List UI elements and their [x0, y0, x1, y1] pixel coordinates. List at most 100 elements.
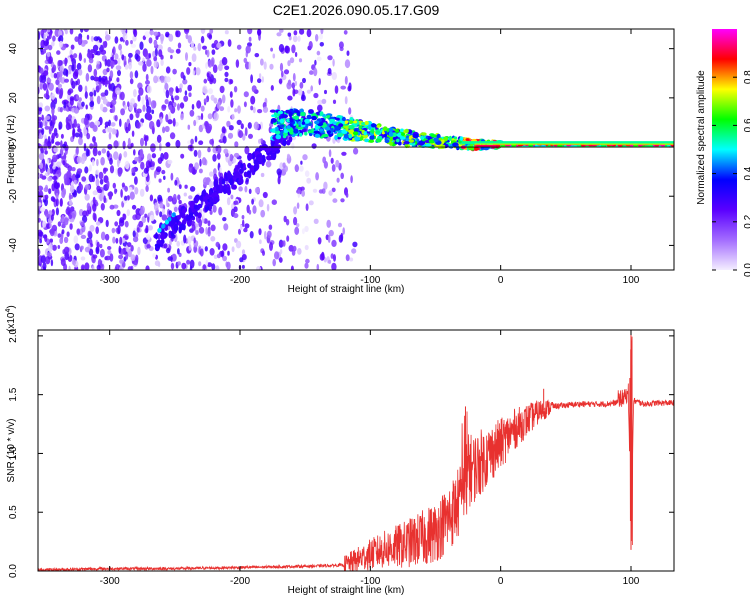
heatmap-cell — [135, 254, 139, 263]
heatmap-cell — [71, 167, 76, 172]
heatmap-cell — [222, 135, 227, 144]
heatmap-cell — [286, 139, 291, 146]
heatmap-cell — [600, 144, 606, 147]
heatmap-cell — [203, 218, 208, 224]
heatmap-cell — [215, 241, 220, 248]
heatmap-cell — [66, 231, 70, 237]
heatmap-cell — [174, 179, 178, 186]
heatmap-cell — [40, 147, 44, 153]
heatmap-cell — [141, 96, 145, 105]
heatmap-cell — [139, 208, 145, 216]
heatmap-cell — [348, 82, 352, 91]
heatmap-cell — [248, 209, 252, 215]
heatmap-cell — [319, 42, 324, 47]
heatmap-cell — [86, 52, 93, 59]
heatmap-cell — [80, 156, 86, 165]
heatmap-cell — [297, 248, 302, 255]
heatmap-cell — [248, 188, 252, 194]
heatmap-cell — [319, 128, 324, 132]
heatmap-cell — [235, 240, 242, 249]
heatmap-cell — [209, 209, 213, 215]
heatmap-cell — [248, 36, 252, 42]
heatmap-cell — [285, 218, 290, 226]
heatmap-cell — [57, 83, 63, 88]
heatmap-cell — [145, 80, 150, 85]
heatmap-cell — [147, 225, 153, 231]
heatmap-cell — [269, 242, 273, 251]
heatmap-cell — [205, 259, 209, 267]
x-tick-label: -300 — [100, 275, 120, 286]
heatmap-cell — [301, 190, 305, 197]
heatmap-cell — [253, 163, 259, 169]
heatmap-cell — [251, 85, 257, 93]
heatmap-cell — [112, 46, 116, 56]
heatmap-cell — [107, 127, 113, 133]
heatmap-cell — [109, 70, 114, 79]
heatmap-cell — [106, 67, 110, 73]
heatmap-cell — [52, 64, 57, 72]
heatmap-cell — [213, 179, 219, 188]
heatmap-cell — [138, 87, 144, 96]
heatmap-cell — [235, 59, 240, 68]
heatmap-cell — [247, 152, 253, 161]
heatmap-cell — [186, 259, 191, 265]
heatmap-cell — [318, 189, 324, 194]
heatmap-cell — [243, 101, 247, 108]
heatmap-cell — [300, 160, 303, 165]
heatmap-cell — [288, 244, 294, 252]
heatmap-cell — [79, 131, 83, 140]
heatmap-cell — [296, 202, 300, 209]
heatmap-cell — [291, 142, 295, 150]
heatmap-cell — [207, 220, 211, 227]
heatmap-cell — [187, 235, 192, 245]
heatmap-cell — [314, 133, 321, 138]
heatmap-cell — [89, 49, 95, 54]
heatmap-cell — [52, 35, 56, 42]
heatmap-cell — [205, 62, 208, 69]
heatmap-cell — [194, 162, 200, 171]
heatmap-cell — [153, 60, 159, 68]
heatmap-cell — [274, 251, 280, 260]
heatmap-cell — [92, 196, 96, 205]
heatmap-cell — [50, 214, 54, 221]
heatmap-cell — [144, 140, 148, 147]
heatmap-cell — [69, 185, 75, 194]
heatmap-cell — [282, 162, 286, 169]
heatmap-cell — [190, 138, 194, 145]
heatmap-cell — [38, 185, 44, 192]
heatmap-cell — [227, 250, 230, 256]
heatmap-cell — [51, 93, 56, 100]
heatmap-cell — [149, 214, 155, 222]
heatmap-cell — [194, 135, 198, 143]
heatmap-cell — [84, 184, 91, 191]
heatmap-cell — [157, 157, 163, 165]
heatmap-cell — [199, 158, 202, 167]
heatmap-cell — [160, 232, 166, 241]
heatmap-cell — [117, 224, 121, 234]
heatmap-cell — [92, 190, 99, 196]
heatmap-cell — [169, 239, 172, 246]
heatmap-cell — [119, 236, 123, 246]
heatmap-cell — [212, 64, 218, 73]
heatmap-cell — [231, 113, 235, 120]
heatmap-cell — [257, 29, 262, 36]
heatmap-cell — [153, 40, 158, 46]
heatmap-cell — [40, 29, 45, 37]
heatmap-cell — [41, 114, 44, 121]
colorbar-tick-label: 0.0 — [743, 263, 750, 277]
heatmap-cell — [148, 53, 151, 59]
heatmap-cell — [205, 227, 208, 235]
heatmap-cell — [289, 118, 294, 123]
heatmap-cell — [202, 189, 206, 197]
heatmap-cell — [346, 50, 350, 56]
heatmap-cell — [95, 247, 99, 253]
heatmap-cell — [195, 230, 199, 235]
heatmap-cell — [327, 67, 332, 75]
heatmap-cell — [99, 38, 103, 43]
heatmap-cell — [38, 202, 42, 207]
heatmap-cell — [250, 95, 256, 105]
heatmap-cell — [321, 98, 327, 104]
heatmap-cell — [53, 181, 59, 190]
heatmap-cell — [57, 59, 62, 67]
heatmap-cell — [202, 45, 207, 50]
